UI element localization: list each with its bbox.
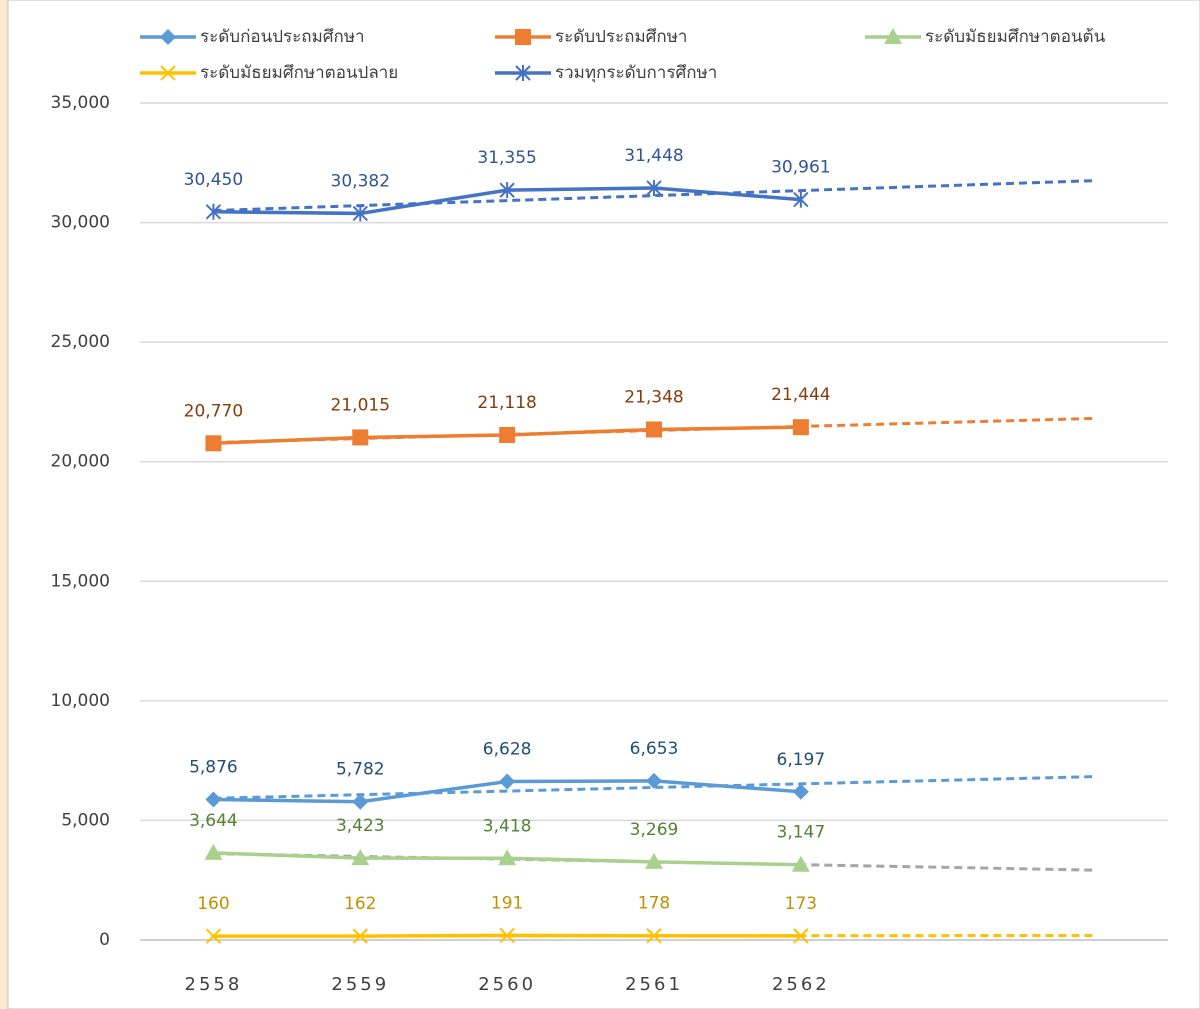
legend-label: รวมทุกระดับการศึกษา xyxy=(555,63,717,83)
data-label: 31,355 xyxy=(477,148,536,168)
marker xyxy=(205,928,222,944)
legend-label: ระดับก่อนประถมศึกษา xyxy=(200,27,365,47)
marker xyxy=(793,191,809,208)
marker xyxy=(205,435,222,452)
data-label: 20,770 xyxy=(184,401,243,421)
data-label: 191 xyxy=(491,893,523,913)
marker xyxy=(351,849,370,866)
data-label: 173 xyxy=(785,894,817,914)
marker xyxy=(646,928,662,944)
marker xyxy=(646,179,662,196)
data-label: 21,444 xyxy=(771,385,830,405)
data-label: 162 xyxy=(344,894,376,914)
data-label: 3,269 xyxy=(630,820,679,840)
chart-area xyxy=(7,0,1200,1009)
legend-label: ระดับประถมศึกษา xyxy=(555,27,687,47)
marker xyxy=(205,791,222,808)
legend-item: ระดับมัธยมศึกษาตอนปลาย xyxy=(140,63,398,83)
y-tick-label: 20,000 xyxy=(51,452,110,472)
data-label: 3,147 xyxy=(777,823,826,843)
data-label: 30,961 xyxy=(771,158,830,178)
data-label: 21,118 xyxy=(477,393,536,413)
data-label: 30,382 xyxy=(331,171,390,191)
x-tick-label: 2561 xyxy=(625,974,683,995)
marker xyxy=(352,429,369,446)
marker xyxy=(515,65,531,81)
legend-item: ระดับมัธยมศึกษาตอนต้น xyxy=(865,27,1106,47)
marker xyxy=(352,928,368,944)
data-label: 6,197 xyxy=(777,750,826,770)
legend-label: ระดับมัธยมศึกษาตอนต้น xyxy=(925,27,1106,47)
marker xyxy=(160,29,176,45)
x-tick-label: 2558 xyxy=(185,974,243,995)
marker xyxy=(205,203,222,220)
marker xyxy=(352,205,368,222)
y-tick-label: 10,000 xyxy=(51,691,110,711)
legend-item: ระดับก่อนประถมศึกษา xyxy=(140,27,365,47)
marker xyxy=(160,65,176,81)
data-label: 21,348 xyxy=(624,387,683,407)
marker xyxy=(792,419,809,436)
x-tick-label: 2562 xyxy=(772,974,830,995)
data-label: 5,782 xyxy=(336,760,385,780)
marker xyxy=(792,783,809,800)
marker xyxy=(352,793,369,810)
data-label: 160 xyxy=(197,894,229,914)
data-label: 3,644 xyxy=(189,811,238,831)
data-label: 31,448 xyxy=(624,146,683,166)
marker xyxy=(646,772,662,789)
data-label: 6,653 xyxy=(630,739,679,759)
marker xyxy=(791,855,810,872)
data-label: 5,876 xyxy=(189,757,238,777)
y-tick-label: 25,000 xyxy=(51,332,110,352)
marker xyxy=(204,843,223,860)
marker xyxy=(499,773,516,790)
legend-label: ระดับมัธยมศึกษาตอนปลาย xyxy=(200,63,398,83)
y-tick-label: 5,000 xyxy=(61,810,110,830)
data-label: 30,450 xyxy=(184,170,243,190)
marker xyxy=(645,852,663,869)
y-tick-label: 15,000 xyxy=(51,571,110,591)
marker xyxy=(499,927,515,944)
marker xyxy=(499,426,516,443)
marker xyxy=(499,182,515,199)
y-tick-label: 0 xyxy=(99,930,110,950)
data-label: 6,628 xyxy=(483,739,532,759)
y-tick-label: 30,000 xyxy=(51,213,110,233)
x-tick-label: 2559 xyxy=(331,974,389,995)
marker xyxy=(884,28,902,44)
marker xyxy=(498,849,517,866)
y-tick-label: 35,000 xyxy=(51,93,110,113)
legend-item: รวมทุกระดับการศึกษา xyxy=(495,63,717,83)
marker xyxy=(793,928,809,944)
x-tick-label: 2560 xyxy=(478,974,536,995)
data-label: 3,423 xyxy=(336,816,385,836)
marker xyxy=(646,421,662,438)
data-label: 178 xyxy=(638,894,670,914)
data-label: 3,418 xyxy=(483,816,532,836)
data-label: 21,015 xyxy=(331,395,390,415)
legend-item: ระดับประถมศึกษา xyxy=(495,27,687,47)
marker xyxy=(515,29,531,45)
